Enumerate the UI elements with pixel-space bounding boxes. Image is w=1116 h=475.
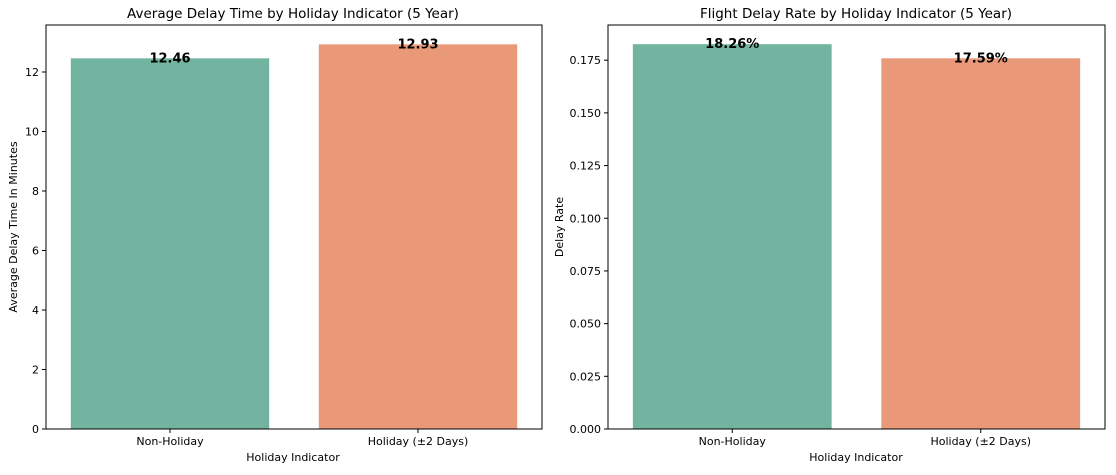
plot-frame (607, 24, 1106, 430)
y-axis-label: Average Delay Time In Minutes (7, 141, 20, 312)
data-label: 12.93 (397, 37, 438, 52)
y-tick-label: 4 (32, 304, 39, 317)
y-tick-label: 8 (32, 185, 39, 198)
x-tick-label: Non-Holiday (699, 435, 767, 448)
y-tick-label: 0.100 (570, 212, 602, 225)
bar-1 (881, 58, 1081, 430)
chart-panel-delay-time: Average Delay Time by Holiday Indicator … (7, 6, 543, 464)
bar-1 (318, 44, 518, 430)
y-tick-label: 0.025 (570, 370, 602, 383)
y-tick-label: 12 (25, 66, 39, 79)
chart-title: Flight Delay Rate by Holiday Indicator (… (700, 6, 1012, 22)
x-axis-label: Holiday Indicator (246, 451, 340, 464)
y-tick-label: 0.050 (570, 318, 602, 331)
y-tick-label: 0.175 (570, 54, 602, 67)
y-tick-label: 0.150 (570, 107, 602, 120)
y-tick-label: 6 (32, 245, 39, 258)
bar-0 (70, 58, 270, 429)
bar-0 (632, 44, 832, 430)
x-tick-label: Holiday (±2 Days) (368, 435, 469, 448)
y-axis-label: Delay Rate (553, 197, 566, 257)
chart-panel-delay-rate: Flight Delay Rate by Holiday Indicator (… (553, 6, 1106, 464)
y-tick-label: 10 (25, 126, 39, 139)
x-tick-label: Non-Holiday (136, 435, 204, 448)
x-axis-label: Holiday Indicator (809, 451, 903, 464)
y-tick-label: 2 (32, 364, 39, 377)
y-tick-label: 0.075 (570, 265, 602, 278)
y-tick-label: 0.125 (570, 160, 602, 173)
y-tick-label: 0 (32, 423, 39, 436)
data-label: 17.59% (954, 51, 1008, 66)
y-tick-label: 0.000 (570, 423, 602, 436)
x-tick-label: Holiday (±2 Days) (930, 435, 1031, 448)
data-label: 18.26% (705, 37, 759, 52)
chart-title: Average Delay Time by Holiday Indicator … (127, 6, 459, 22)
data-label: 12.46 (149, 51, 190, 66)
plot-frame (45, 24, 543, 430)
